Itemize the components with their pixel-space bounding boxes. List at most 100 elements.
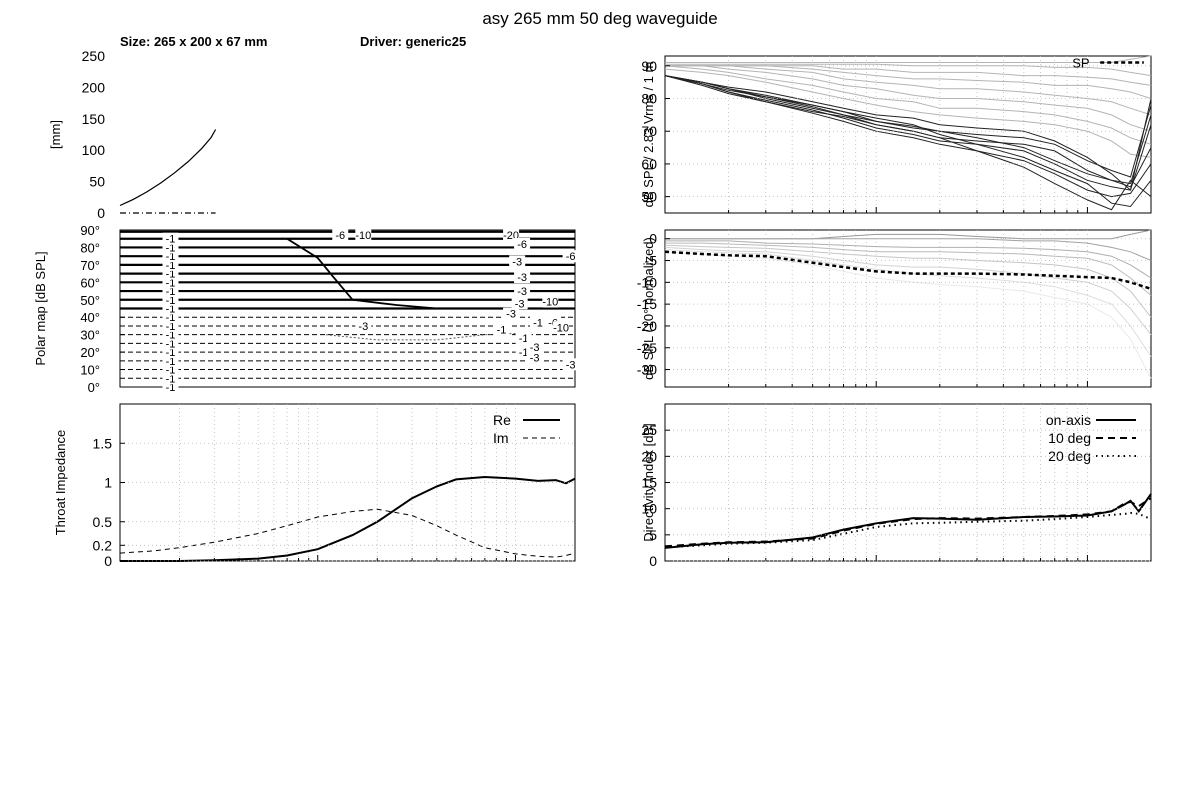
polar-map-contours	[120, 230, 575, 379]
polar-map-contour-label: -1	[166, 365, 176, 377]
polar-map-chart: -1-1-1-1-1-1-1-1-1-1-1-1-1-1-1-1-1-1 -6 -1…	[33, 223, 579, 395]
throat-impedance-legend-label: Im	[493, 430, 509, 446]
directivity-index-ytick-label: 20	[641, 448, 657, 464]
profile-axis-labels: 0 50 100 150 200 250 [mm]	[48, 48, 105, 221]
profile-lines	[119, 129, 217, 214]
frequency-response-offaxis-line	[665, 63, 1152, 77]
frequency-response-measured-line	[664, 75, 1152, 192]
frequency-response-ytick-label: 90	[641, 58, 657, 74]
polar-map-contour-label: -1	[166, 242, 176, 254]
directivity-index-grid	[728, 404, 1088, 561]
directivity-index-series-20-deg	[664, 511, 1152, 549]
polar-map-contour-label: -6	[335, 230, 345, 242]
polar-map-contour-label: -1	[166, 373, 176, 385]
directivity-index-series-10-deg	[664, 497, 1152, 548]
directivity-index-ytick-label: 10	[641, 501, 657, 517]
normalized-polar-offaxis-line	[664, 249, 1152, 357]
normalized-polar-ytick-label: -20	[637, 318, 657, 334]
frequency-response-measured-line	[664, 75, 1152, 188]
throat-impedance-ticks: 00.2 0.5 1 1.5 Throat Impedance	[53, 430, 575, 569]
polar-map-contour-label: -1	[533, 317, 543, 329]
normalized-polar-ytick-label: -25	[637, 340, 657, 356]
directivity-index-legend-label: 10 deg	[1048, 430, 1091, 446]
normalized-polar-frame	[664, 229, 1152, 388]
frequency-response-ylabel: dB SPL / 2.83 Vrms / 1 m	[641, 62, 656, 208]
profile-ytick-label: 0	[97, 205, 105, 221]
polar-map-label-bg	[542, 295, 559, 308]
polar-map-ytick-label: 60°	[80, 275, 100, 290]
driver-label: Driver: generic25	[360, 34, 466, 49]
polar-map-contour-label: -1	[166, 312, 176, 324]
frequency-response-offaxis-line	[664, 68, 1152, 158]
polar-map-ylabel: Polar map [dB SPL]	[33, 251, 48, 365]
throat-impedance-ytick-label: 1.5	[93, 435, 113, 451]
polar-map-label-bg	[553, 321, 570, 334]
polar-map-ytick-label: 70°	[80, 258, 100, 273]
polar-map-label-bg	[511, 297, 528, 310]
throat-impedance-series-re	[120, 475, 576, 562]
frequency-response-offaxis-line	[665, 65, 1152, 116]
profile-ytick-label: 150	[82, 111, 106, 127]
normalized-polar-ytick-label: -30	[637, 362, 657, 378]
polar-map-label-bg	[493, 323, 510, 336]
directivity-index-legend-label: on-axis	[1046, 412, 1091, 428]
directivity-index-ytick-label: 15	[641, 475, 657, 491]
throat-impedance-legend-label: Re	[493, 412, 511, 428]
polar-map-contour-label: -3	[530, 352, 540, 364]
frequency-response-legend-sp: SP	[1072, 56, 1089, 71]
polar-map-contour-label: -6	[517, 239, 527, 251]
throat-impedance-ytick-label: 1	[104, 475, 112, 491]
normalized-polar-offaxis-line	[664, 251, 1152, 379]
profile-ylabel: [mm]	[48, 120, 63, 149]
polar-map-contour-label: -1	[166, 260, 176, 272]
directivity-index-ylabel: Directivity Index [dB]	[641, 423, 656, 542]
frequency-response-offaxis-line	[665, 55, 1152, 63]
polar-map-label-bg	[562, 250, 579, 263]
throat-impedance-ytick-label: 0	[104, 553, 112, 569]
normalized-polar-grid	[728, 230, 1088, 387]
normalized-polar-lines	[664, 229, 1152, 379]
figure-title: asy 265 mm 50 deg waveguide	[482, 9, 717, 28]
polar-map-label-bg	[514, 285, 531, 298]
profile-ytick-label: 100	[82, 142, 106, 158]
polar-map-contour-label: -1	[166, 286, 176, 298]
profile-ytick-label: 250	[82, 48, 106, 64]
frequency-response-ytick-label: 50	[641, 189, 657, 205]
throat-impedance-series-im	[119, 508, 576, 558]
polar-map-contour-label: -1	[166, 321, 176, 333]
normalized-polar-offaxis-line	[664, 244, 1152, 318]
normalized-polar-ytick-label: -10	[637, 274, 657, 290]
normalized-polar-offaxis-line	[665, 240, 1152, 279]
polar-map-contour-label: -10	[355, 230, 371, 242]
polar-map-label-bg	[530, 316, 547, 329]
frequency-response-frame	[664, 55, 1152, 214]
polar-map-contour-label: -1	[166, 356, 176, 368]
polar-map-contour-label: -3	[530, 342, 540, 354]
profile-chart: 0 50 100 150 200 250 [mm]	[48, 48, 217, 221]
polar-map-ytick-label: 40°	[80, 310, 100, 325]
frequency-response-measured-line	[664, 75, 1152, 191]
directivity-index-ytick-label: 25	[641, 422, 657, 438]
normalized-polar-offaxis-line	[665, 242, 1152, 296]
polar-map-labels: -1-1-1-1-1-1-1-1-1-1-1-1-1-1-1-1-1-1 -6 -1…	[162, 229, 579, 394]
directivity-index-ytick-label: 5	[649, 527, 657, 543]
frequency-response-offaxis-line	[665, 65, 1152, 99]
profile-ytick-label: 50	[89, 174, 105, 190]
normalized-polar-ytick-label: 0	[649, 231, 657, 247]
frequency-response-ytick-label: 60	[641, 156, 657, 172]
normalized-polar-offaxis-line	[665, 238, 1152, 261]
frequency-response-offaxis-line	[665, 65, 1152, 132]
polar-map-contour-label: -1	[166, 251, 176, 263]
polar-map-label-bg	[332, 229, 349, 242]
polar-map-contour-label: -3	[506, 309, 516, 321]
polar-map-contour-label: -1	[166, 347, 176, 359]
polar-map-label-bg	[526, 340, 543, 353]
polar-map-ytick-label: 80°	[80, 240, 100, 255]
polar-map-contour-label: -6	[566, 251, 576, 263]
throat-impedance-ytick-label: 0.5	[93, 514, 113, 530]
